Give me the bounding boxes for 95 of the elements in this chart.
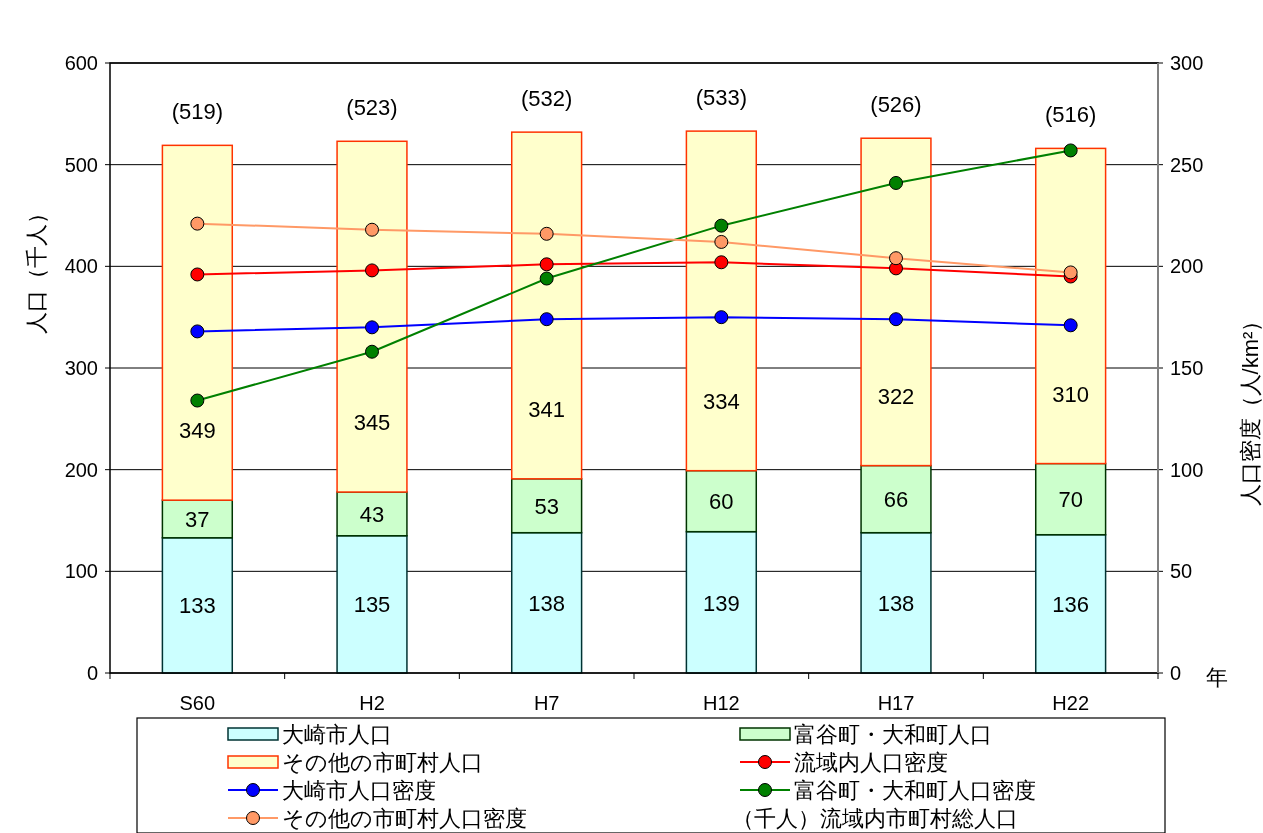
bar	[161, 537, 234, 674]
y-tick-label: 0	[86, 662, 98, 684]
bar	[161, 499, 234, 539]
y-tick-label: 300	[64, 357, 98, 379]
point	[889, 251, 903, 266]
total-label: (516)	[1044, 102, 1097, 128]
bar	[685, 530, 758, 674]
data-label: 43	[359, 501, 385, 527]
point	[714, 218, 729, 233]
bar	[860, 137, 932, 467]
bar	[685, 130, 758, 472]
total-label: (526)	[870, 92, 922, 118]
bar	[1034, 533, 1107, 674]
x-tick-label: H22	[1052, 692, 1090, 714]
x-tick-label: S60	[179, 692, 216, 714]
data-label: 310	[1052, 381, 1090, 407]
x-tick-label: H2	[359, 692, 385, 714]
y2-tick-label: 150	[1170, 357, 1204, 379]
point	[1063, 265, 1078, 280]
data-label: 139	[702, 591, 740, 616]
point	[714, 255, 729, 270]
y2-axis-title: 人口密度（人/km²）	[1238, 309, 1263, 507]
point	[365, 344, 379, 359]
x-axis-title: 年	[1206, 665, 1228, 690]
x-tick-label: H12	[702, 692, 740, 714]
y2-tick-label: 0	[1170, 662, 1182, 684]
total-label: (532)	[520, 86, 573, 112]
y-tick-label: 200	[64, 458, 98, 481]
legend-label: その他の市町村人口密度	[282, 806, 527, 831]
text: （千人）流域内市町村総人口	[732, 806, 1018, 831]
point	[714, 234, 729, 249]
point	[190, 393, 205, 408]
x-tick-label: H17	[877, 692, 915, 714]
x-tick-label: H7	[533, 692, 560, 714]
point	[539, 312, 554, 327]
data-label: 70	[1058, 487, 1083, 513]
data-label: 60	[709, 489, 734, 515]
data-label: 135	[353, 592, 391, 618]
point	[365, 263, 379, 278]
bar	[510, 478, 583, 534]
data-label: 349	[178, 418, 216, 444]
data-label: 66	[883, 487, 909, 513]
point	[365, 320, 379, 335]
point	[714, 310, 729, 325]
point	[1063, 143, 1078, 158]
bar	[161, 144, 234, 501]
bar	[510, 131, 583, 480]
data-label: 136	[1052, 591, 1090, 617]
point	[190, 324, 205, 339]
legend-label: その他の市町村人口	[282, 750, 483, 775]
data-label: 138	[528, 591, 566, 616]
point	[539, 257, 554, 272]
y-tick-label: 500	[64, 153, 98, 176]
data-label: 334	[702, 388, 740, 414]
legend-label: 流域内人口密度	[794, 750, 948, 775]
y-tick-label: 600	[64, 52, 98, 74]
y-tick-label: 400	[64, 255, 98, 278]
bar	[860, 464, 932, 534]
y2-tick-label: 250	[1170, 153, 1204, 176]
data-label: 322	[877, 383, 915, 409]
bar	[336, 535, 408, 674]
y-axis-title: 人口（千人）	[24, 202, 49, 334]
total-label: (519)	[171, 99, 224, 125]
data-label: 341	[528, 396, 566, 422]
data-label: 37	[185, 506, 210, 532]
data-label: 133	[178, 593, 216, 619]
data-label: 138	[877, 591, 915, 616]
total-label: (523)	[346, 95, 398, 121]
y2-tick-label: 300	[1170, 52, 1204, 74]
legend-label: 大崎市人口	[282, 722, 392, 747]
bar	[1034, 462, 1107, 536]
point	[365, 222, 379, 237]
y2-tick-label: 200	[1170, 255, 1204, 278]
point	[889, 312, 903, 327]
point	[539, 271, 554, 286]
point	[190, 267, 205, 282]
bar	[860, 531, 932, 674]
bar	[336, 140, 408, 493]
point	[1063, 318, 1078, 333]
bar	[336, 491, 408, 537]
legend-label: 富谷町・大和町人口	[794, 722, 992, 747]
y2-tick-label: 50	[1170, 560, 1193, 583]
point	[889, 175, 903, 190]
point	[539, 226, 554, 241]
bar	[1034, 147, 1107, 465]
y-tick-label: 100	[64, 560, 98, 583]
point	[190, 216, 205, 231]
legend-label: 大崎市人口密度	[282, 778, 436, 803]
data-label: 53	[534, 493, 559, 519]
y2-tick-label: 100	[1170, 458, 1204, 481]
bar	[685, 469, 758, 533]
total-label: (533)	[695, 85, 748, 111]
bar	[510, 531, 583, 674]
data-label: 345	[353, 410, 391, 436]
legend-label: 富谷町・大和町人口密度	[794, 778, 1036, 803]
